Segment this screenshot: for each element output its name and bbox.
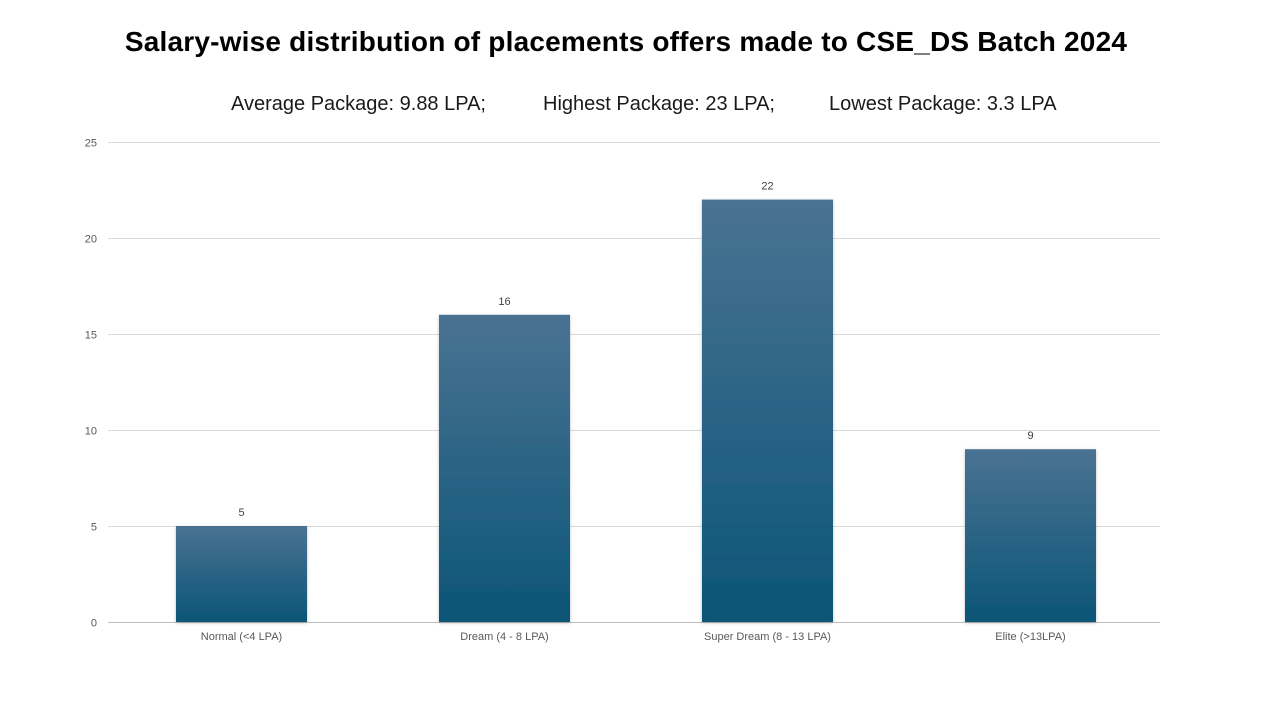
x-tick-label: Elite (>13LPA) — [995, 631, 1065, 643]
y-tick-label: 15 — [85, 330, 97, 342]
x-axis: Normal (<4 LPA) Dream (4 - 8 LPA) Super Dr… — [201, 631, 1066, 643]
lowest-package-text: Lowest Package: 3.3 LPA — [829, 93, 1057, 115]
bar — [176, 526, 307, 622]
bar — [439, 314, 570, 622]
x-tick-label: Super Dream (8 - 13 LPA) — [704, 631, 831, 643]
x-tick-label: Normal (<4 LPA) — [201, 631, 282, 643]
x-tick-label: Dream (4 - 8 LPA) — [460, 631, 548, 643]
bar — [702, 199, 833, 622]
average-package-text: Average Package: 9.88 LPA; — [231, 93, 486, 115]
data-label: 16 — [498, 296, 510, 308]
data-label: 5 — [238, 507, 244, 519]
data-label: 9 — [1027, 430, 1033, 442]
y-tick-label: 10 — [85, 426, 97, 438]
y-axis: 0 5 10 15 20 25 — [85, 138, 97, 630]
data-label: 22 — [761, 181, 773, 193]
highest-package-text: Highest Package: 23 LPA; — [543, 93, 775, 115]
y-tick-label: 25 — [85, 138, 97, 150]
y-tick-label: 5 — [91, 522, 97, 534]
bars: 5 16 22 9 — [176, 181, 1096, 622]
package-summary: Average Package: 9.88 LPA; Highest Packa… — [0, 93, 1280, 121]
bar — [965, 449, 1096, 622]
y-tick-label: 0 — [91, 618, 97, 630]
y-tick-label: 20 — [85, 234, 97, 246]
chart-title: Salary-wise distribution of placements o… — [124, 26, 1128, 57]
